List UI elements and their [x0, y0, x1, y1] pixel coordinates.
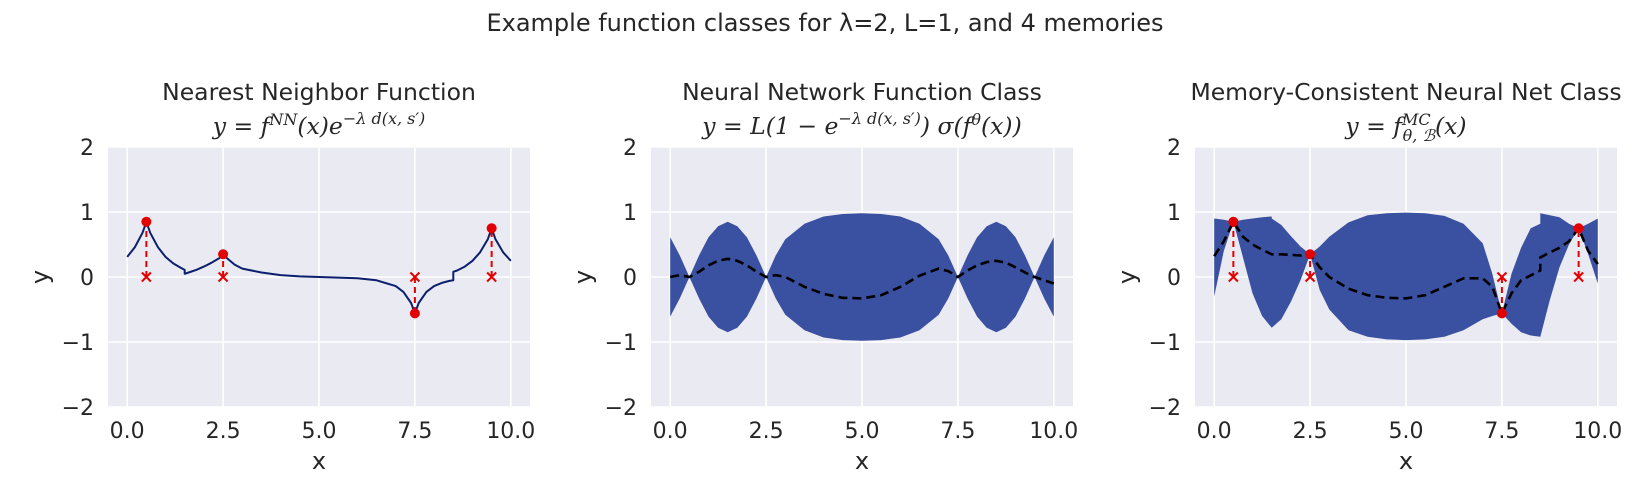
plot-area [1195, 146, 1617, 408]
x-axis-label: x [1399, 447, 1413, 475]
memory-x-marker [141, 271, 152, 283]
memory-point [486, 223, 497, 234]
y-tick-label: 0 [80, 266, 94, 291]
function-line [126, 220, 512, 315]
y-axis-label: y [26, 270, 54, 284]
x-tick-label: 0.0 [653, 419, 688, 444]
memory-point [409, 308, 420, 319]
memory-x-marker [1496, 271, 1508, 283]
y-tick-label: −1 [605, 331, 637, 356]
memory-point [1228, 216, 1239, 227]
y-tick-label: 1 [623, 201, 637, 226]
plot-area [108, 146, 530, 408]
y-tick-label: 0 [1167, 266, 1181, 291]
memory-x-marker [1228, 271, 1239, 283]
panel-title: Memory-Consistent Neural Net Class [1190, 78, 1621, 106]
x-tick-label: 2.5 [206, 419, 241, 444]
memory-point [1305, 249, 1316, 260]
x-tick-label: 0.0 [1197, 419, 1232, 444]
x-tick-label: 0.0 [110, 419, 145, 444]
x-tick-label: 5.0 [1389, 419, 1424, 444]
memory-x-marker [409, 271, 421, 283]
uncertainty-band [1214, 212, 1598, 341]
memory-point [1496, 308, 1507, 319]
y-axis-label: y [569, 270, 597, 284]
x-tick-label: 2.5 [1293, 419, 1328, 444]
figure-suptitle: Example function classes for λ=2, L=1, a… [486, 9, 1163, 37]
x-tick-label: 7.5 [397, 419, 432, 444]
panel-subtitle: y = L(1 − e−λ d(x, s′)) σ(fθ(x)) [701, 109, 1022, 140]
mean-function-line [1213, 220, 1599, 315]
x-axis-label: x [312, 447, 326, 475]
x-tick-label: 5.0 [845, 419, 880, 444]
memory-x-marker [1304, 271, 1316, 283]
memory-x-marker [486, 271, 497, 283]
x-axis-label: x [855, 447, 869, 475]
y-axis-label: y [1113, 270, 1141, 284]
x-tick-label: 10.0 [486, 419, 535, 444]
y-tick-label: −2 [1149, 396, 1181, 421]
y-tick-label: −2 [62, 396, 94, 421]
panel-neural-network: Neural Network Function Class y = L(1 − … [569, 78, 1078, 475]
y-tick-label: 1 [80, 201, 94, 226]
panel-title: Nearest Neighbor Function [162, 78, 476, 106]
uncertainty-band [670, 213, 1054, 341]
x-tick-label: 7.5 [1484, 419, 1519, 444]
memory-x-marker [1573, 271, 1584, 283]
x-tick-label: 10.0 [1573, 419, 1622, 444]
panel-nearest-neighbor: Nearest Neighbor Function y = fNN(x)e−λ … [26, 78, 535, 475]
panel-subtitle: y = fMC θ, ℬ(x) [1344, 110, 1466, 145]
x-tick-label: 5.0 [302, 419, 337, 444]
y-tick-label: 2 [623, 136, 637, 161]
y-tick-label: 2 [80, 136, 94, 161]
panel-memory-consistent: Memory-Consistent Neural Net Class y = f… [1113, 78, 1622, 475]
panel-title: Neural Network Function Class [682, 78, 1042, 106]
y-tick-label: 2 [1167, 136, 1181, 161]
y-tick-label: −2 [605, 396, 637, 421]
x-tick-label: 2.5 [749, 419, 784, 444]
panel-subtitle: y = fNN(x)e−λ d(x, s′) [212, 109, 426, 140]
memory-x-marker [217, 271, 229, 283]
memory-point [1573, 223, 1584, 234]
plot-area [651, 146, 1073, 408]
y-tick-label: 1 [1167, 201, 1181, 226]
y-tick-label: −1 [62, 331, 94, 356]
x-tick-label: 7.5 [940, 419, 975, 444]
y-tick-label: −1 [1149, 331, 1181, 356]
memory-point [218, 249, 229, 260]
x-tick-label: 10.0 [1029, 419, 1078, 444]
y-tick-label: 0 [623, 266, 637, 291]
memory-point [141, 216, 152, 227]
mean-function-line [669, 257, 1055, 300]
